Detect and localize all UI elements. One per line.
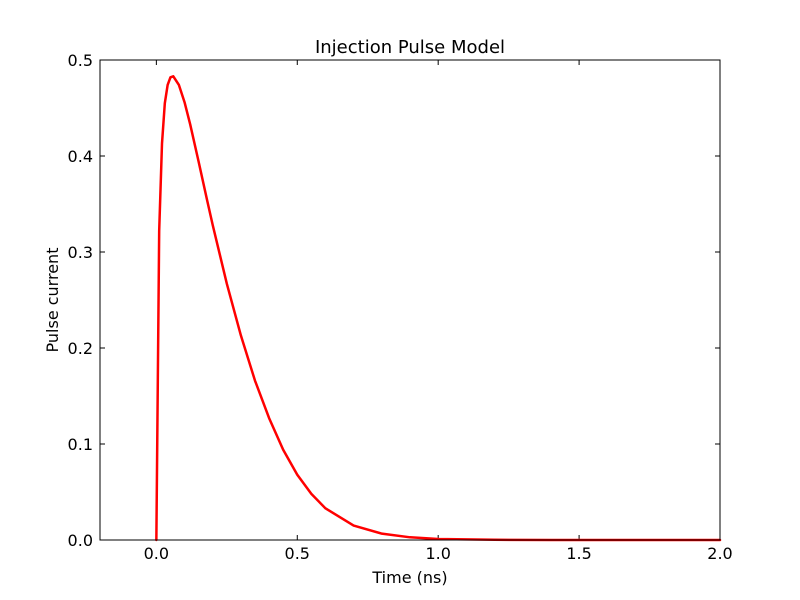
ticks-layer: 0.0 0.5 1.0 1.5 2.0 0.0 0.1 0.2 0.3 0.4 0.5 [68,51,733,563]
y-tick-label: 0.1 [68,435,93,454]
x-tick-label: 0.5 [285,544,310,563]
plot-frame [99,59,721,541]
series-line-pulse [155,75,722,542]
series-layer [155,75,722,542]
y-tick-label: 0.2 [68,339,93,358]
x-tick-label: 1.5 [566,544,591,563]
x-tick-label: 1.0 [425,544,450,563]
y-axis-label: Pulse current [43,248,62,353]
chart-title: Injection Pulse Model [315,37,505,58]
y-tick-label: 0.4 [68,147,93,166]
y-tick-label: 0.0 [68,531,93,550]
x-tick-label: 2.0 [707,544,732,563]
x-tick-label: 0.0 [144,544,169,563]
x-axis-label: Time (ns) [371,568,447,587]
y-tick-label: 0.3 [68,243,93,262]
y-tick-label: 0.5 [68,51,93,70]
